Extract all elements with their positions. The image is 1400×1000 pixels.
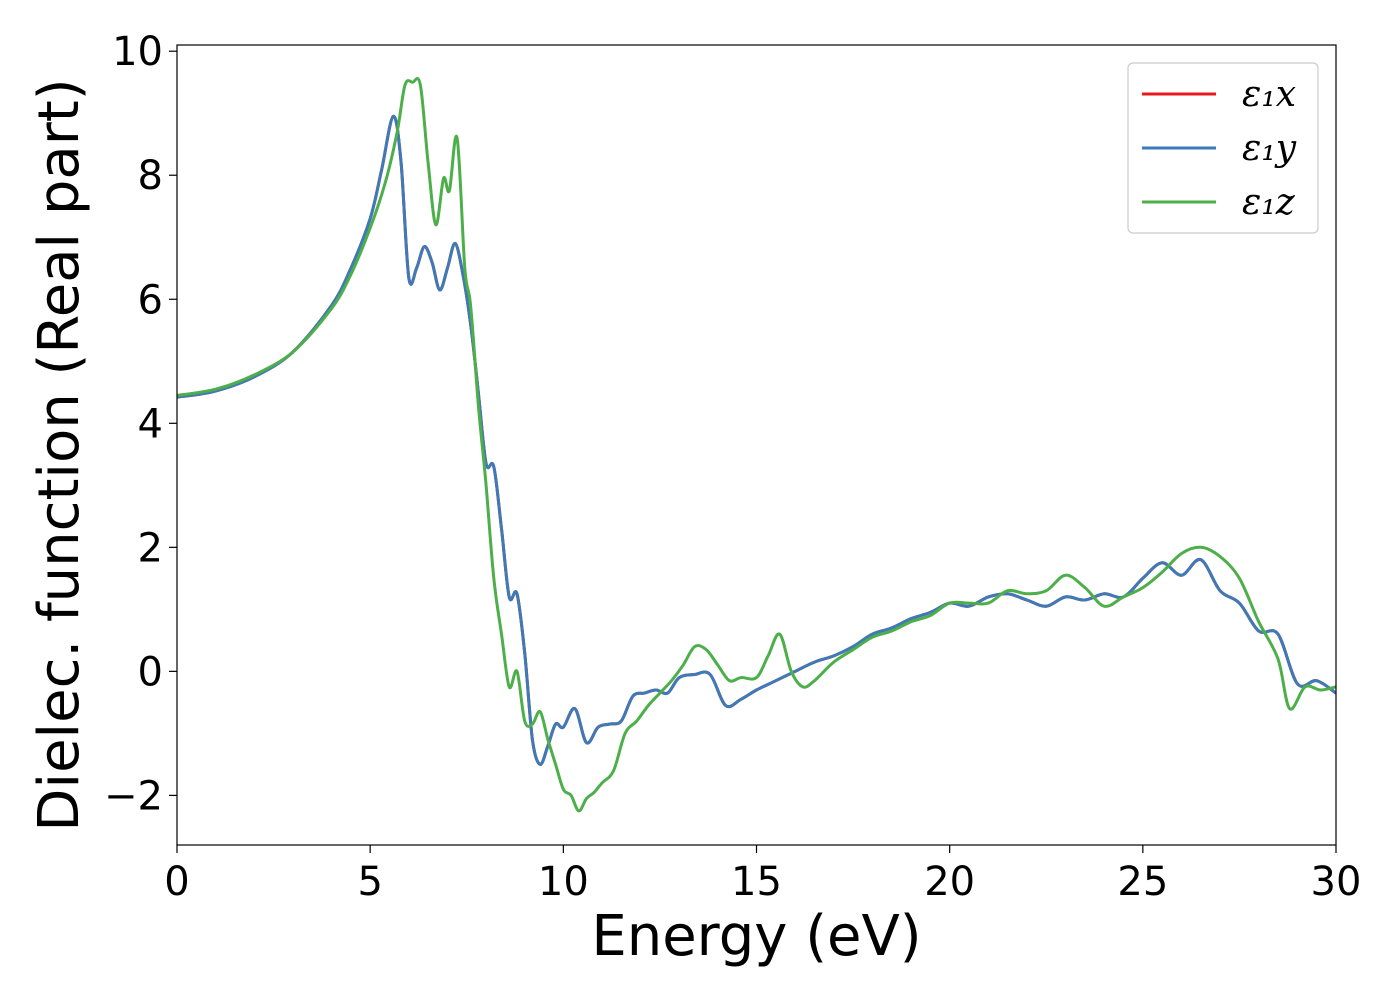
x-tick-label: 0	[164, 859, 189, 905]
legend-label-2: ε₁y	[1242, 128, 1297, 169]
y-tick-label: 8	[138, 153, 163, 199]
series-line-2	[177, 114, 1336, 766]
y-axis-ticks: −2 0 2 4 6 8 10	[104, 29, 177, 819]
y-tick-label: 2	[138, 525, 163, 571]
y-axis-title: Dielec. function (Real part)	[27, 78, 92, 831]
x-tick-label: 15	[731, 859, 782, 905]
legend-label-3: ε₁z	[1242, 182, 1296, 223]
series-line-3	[177, 76, 1336, 813]
x-tick-label: 25	[1117, 859, 1168, 905]
x-axis-title: Energy (eV)	[591, 904, 921, 969]
series-layer	[177, 76, 1336, 813]
y-tick-label: 4	[138, 401, 163, 447]
x-tick-label: 5	[357, 859, 382, 905]
legend-label-1: ε₁x	[1242, 74, 1296, 115]
y-tick-label: 10	[112, 29, 163, 75]
x-tick-label: 10	[538, 859, 589, 905]
x-tick-label: 20	[924, 859, 975, 905]
y-tick-label: 0	[138, 649, 163, 695]
x-tick-label: 30	[1311, 859, 1362, 905]
y-tick-label: −2	[104, 773, 163, 819]
legend-box	[1127, 62, 1319, 234]
x-axis-ticks: 0 5 10 15 20 25 30	[164, 845, 1361, 905]
legend: ε₁x ε₁y ε₁z	[1127, 62, 1319, 234]
y-tick-label: 6	[138, 277, 163, 323]
